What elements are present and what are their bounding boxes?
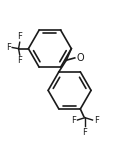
Text: F: F xyxy=(17,56,22,65)
Text: F: F xyxy=(71,115,76,125)
Text: F: F xyxy=(93,115,98,125)
Text: F: F xyxy=(82,128,87,137)
Text: F: F xyxy=(17,32,22,41)
Text: O: O xyxy=(75,53,83,63)
Text: F: F xyxy=(6,43,11,52)
